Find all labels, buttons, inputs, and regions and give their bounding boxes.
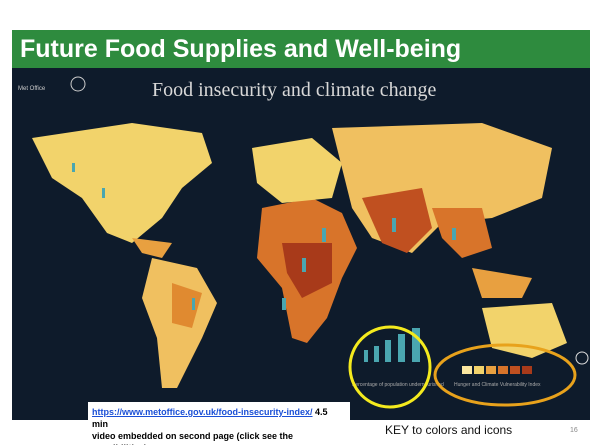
highlight-circle — [348, 325, 432, 409]
slide-title: Future Food Supplies and Well-being — [12, 30, 590, 68]
slide-number: 16 — [570, 427, 578, 434]
legend-people — [364, 328, 420, 362]
legend-index — [462, 366, 532, 374]
note-bold: 4.5 min — [92, 407, 328, 429]
key-caption: KEY to colors and icons — [385, 423, 513, 437]
logo: Met Office — [18, 86, 46, 92]
note: https://www.metoffice.gov.uk/food-insecu… — [88, 402, 350, 445]
people-icons — [72, 163, 456, 310]
logo-icon — [70, 76, 86, 92]
continents — [32, 123, 567, 388]
nav-icon — [575, 351, 589, 365]
video-link[interactable]: https://www.metoffice.gov.uk/food-insecu… — [92, 407, 313, 417]
note-bold: video embedded on second page (click see… — [92, 431, 294, 445]
legend-people-label: Percentage of population undernourished — [352, 382, 444, 388]
map-image: Met Office Food insecurity and climate c… — [12, 68, 590, 420]
highlight-ellipse — [433, 343, 577, 407]
image-title: Food insecurity and climate change — [152, 79, 436, 101]
legend-index-label: Hunger and Climate Vulnerability Index — [454, 382, 541, 388]
